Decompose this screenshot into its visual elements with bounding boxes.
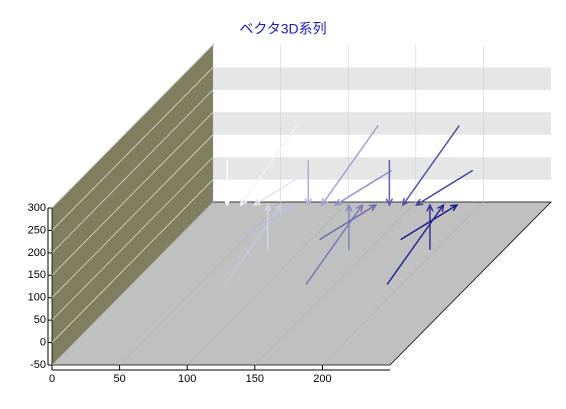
vector-part bbox=[402, 125, 460, 206]
grid-line bbox=[51, 134, 214, 298]
vector bbox=[426, 203, 434, 250]
grid-line bbox=[51, 112, 214, 276]
x-tick-label: 50 bbox=[113, 373, 125, 385]
vector-part bbox=[426, 203, 434, 212]
vector-part bbox=[240, 125, 298, 206]
vector-part bbox=[385, 198, 394, 207]
vector bbox=[414, 169, 474, 206]
vector-part bbox=[449, 204, 459, 212]
grid-band bbox=[213, 67, 551, 90]
vector-part bbox=[239, 197, 248, 207]
vector bbox=[263, 203, 272, 250]
vector-part bbox=[355, 203, 364, 213]
y-tick-label: 200 bbox=[28, 247, 46, 259]
vector-part bbox=[368, 204, 378, 212]
grid-line bbox=[51, 67, 214, 231]
chart-title: ベクタ3D系列 bbox=[239, 21, 326, 37]
y-tick-label: -50 bbox=[30, 359, 46, 371]
vector-part bbox=[400, 204, 458, 241]
vector-part bbox=[345, 203, 353, 212]
vector bbox=[239, 125, 298, 207]
vector-part bbox=[252, 198, 262, 206]
grid-line bbox=[51, 89, 214, 254]
vector bbox=[320, 125, 379, 207]
y-tick-label: 150 bbox=[28, 269, 46, 281]
y-tick-label: 0 bbox=[40, 336, 46, 348]
grid-line bbox=[186, 201, 349, 366]
vector-part bbox=[287, 204, 297, 212]
vector-part bbox=[321, 125, 379, 206]
vector bbox=[400, 204, 459, 241]
vector-part bbox=[263, 203, 272, 212]
x-tick-label: 150 bbox=[246, 373, 264, 385]
vector bbox=[304, 160, 312, 207]
vector-part bbox=[253, 169, 311, 206]
vector-part bbox=[436, 203, 445, 213]
vector-part bbox=[304, 198, 312, 207]
grid-line bbox=[51, 179, 214, 343]
grid-band bbox=[213, 112, 551, 135]
y-tick-label: 300 bbox=[28, 202, 46, 214]
x-tick-label: 100 bbox=[178, 373, 196, 385]
grid-line bbox=[51, 44, 214, 209]
grid-line bbox=[119, 201, 281, 366]
vector-part bbox=[320, 197, 329, 207]
vector bbox=[223, 160, 231, 207]
y-tick-label: 250 bbox=[28, 224, 46, 236]
vector-part bbox=[319, 204, 377, 241]
grid-line bbox=[322, 201, 484, 366]
vector bbox=[252, 169, 311, 206]
vector-part bbox=[416, 169, 474, 206]
vector-part bbox=[223, 198, 231, 207]
vector bbox=[401, 125, 460, 207]
vector bbox=[345, 203, 353, 250]
vector bbox=[385, 160, 394, 207]
vector-part bbox=[334, 169, 393, 206]
x-tick-label: 200 bbox=[313, 373, 331, 385]
vector-part bbox=[401, 197, 410, 207]
grid-line bbox=[51, 201, 214, 366]
grid-line bbox=[51, 156, 214, 321]
vector bbox=[237, 204, 297, 241]
y-tick-label: 50 bbox=[34, 314, 46, 326]
vector-part bbox=[414, 198, 424, 206]
vector-part bbox=[237, 204, 296, 241]
vector-part bbox=[274, 203, 283, 213]
vector-part bbox=[333, 198, 343, 206]
vector bbox=[319, 204, 378, 241]
vector bbox=[333, 169, 393, 206]
grid-line bbox=[254, 201, 417, 366]
y-tick-label: 100 bbox=[28, 292, 46, 304]
x-tick-label: 0 bbox=[49, 373, 55, 385]
